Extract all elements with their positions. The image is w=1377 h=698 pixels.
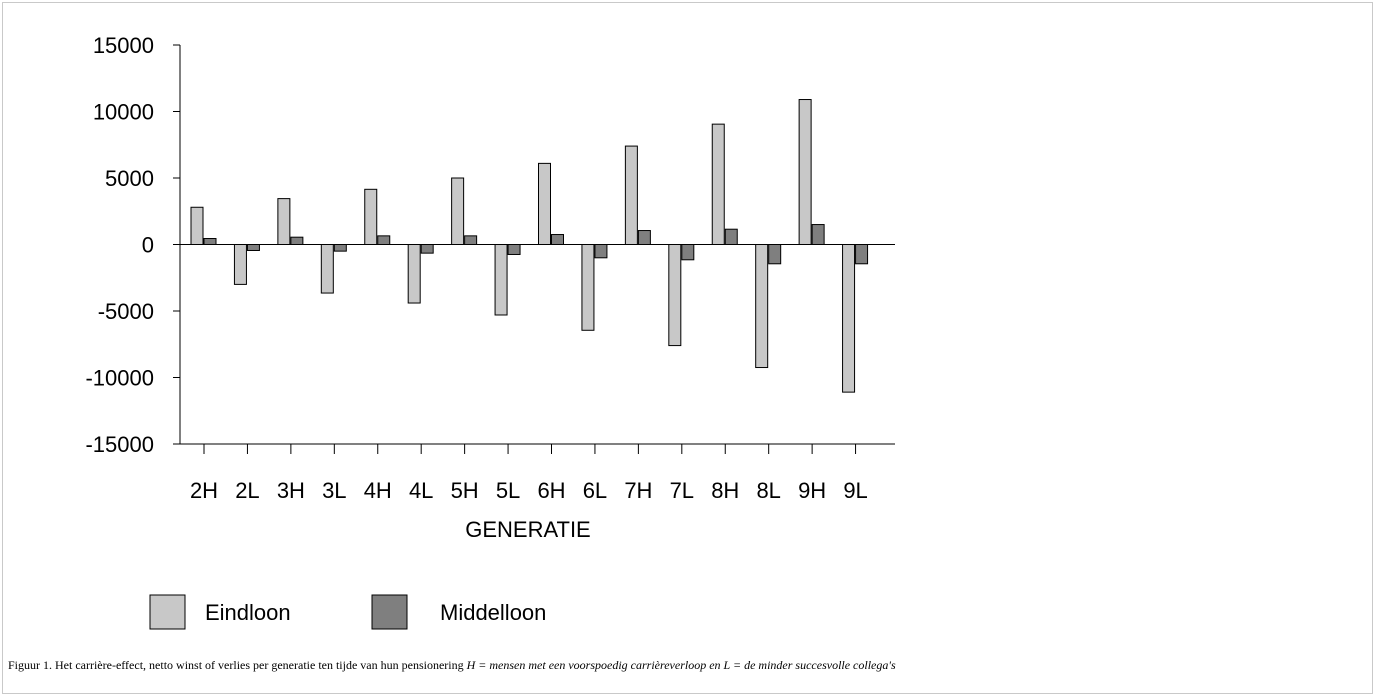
- caption-italic: H = mensen met een voorspoedig carrièrev…: [466, 658, 896, 672]
- bar-middelloon: [203, 238, 217, 245]
- x-axis-label: GENERATIE: [465, 517, 591, 542]
- legend-swatch-eindloon: [149, 594, 186, 630]
- bar-eindloon: [494, 244, 508, 316]
- x-tick-label: 5H: [451, 478, 479, 503]
- y-tick-label: 5000: [105, 166, 154, 191]
- chart-bars: [190, 99, 869, 393]
- bar-chart: 15000 10000 5000 0 -5000 -10000 -15000 2H 2L 3H 3L…: [85, 33, 895, 630]
- bar-eindloon: [277, 198, 291, 246]
- bar-eindloon: [190, 206, 204, 245]
- bar-middelloon: [594, 244, 608, 259]
- x-tick-label: 4L: [409, 478, 433, 503]
- bar-eindloon: [581, 244, 595, 331]
- legend-label: Eindloon: [205, 600, 291, 625]
- x-tick-label: 9L: [843, 478, 867, 503]
- bar-eindloon: [538, 162, 551, 245]
- bar-middelloon: [637, 230, 651, 246]
- y-tick-label: 15000: [93, 33, 154, 58]
- x-tick-label: 6L: [583, 478, 607, 503]
- bar-middelloon: [464, 235, 478, 245]
- bar-eindloon: [755, 244, 769, 369]
- y-tick-label: -5000: [98, 299, 154, 324]
- chart-labels: 15000 10000 5000 0 -5000 -10000 -15000 2H 2L 3H 3L…: [85, 33, 867, 503]
- bar-middelloon: [377, 235, 391, 245]
- bar-eindloon: [364, 188, 378, 245]
- x-tick-label: 8H: [711, 478, 739, 503]
- figure-caption: Figuur 1. Het carrière-effect, netto win…: [8, 658, 1008, 673]
- x-tick-label: 9H: [798, 478, 826, 503]
- bar-middelloon: [681, 244, 695, 261]
- y-tick-label: 10000: [93, 100, 154, 125]
- y-tick-label: -15000: [85, 432, 154, 457]
- x-tick-label: 7L: [670, 478, 694, 503]
- bar-eindloon: [624, 145, 638, 245]
- bar-middelloon: [420, 244, 434, 254]
- bar-middelloon: [768, 244, 782, 265]
- bar-eindloon: [320, 244, 334, 294]
- x-tick-label: 4H: [364, 478, 392, 503]
- bar-middelloon: [855, 244, 869, 265]
- y-tick-label: 0: [142, 233, 154, 258]
- bar-middelloon: [246, 244, 260, 251]
- bar-eindloon: [407, 244, 421, 304]
- x-tick-label: 8L: [756, 478, 780, 503]
- bar-middelloon: [507, 244, 521, 255]
- bar-middelloon: [333, 244, 347, 252]
- bar-middelloon: [724, 228, 738, 246]
- bar-eindloon: [798, 99, 812, 245]
- x-tick-label: 2H: [190, 478, 218, 503]
- bar-eindloon: [668, 244, 682, 347]
- bar-eindloon: [451, 177, 465, 245]
- x-tick-label: 2L: [235, 478, 259, 503]
- caption-text: Figuur 1. Het carrière-effect, netto win…: [8, 658, 467, 672]
- bar-middelloon: [811, 224, 825, 246]
- x-tick-label: 7H: [624, 478, 652, 503]
- legend-swatch-middelloon: [371, 594, 408, 630]
- chart-axes: [173, 44, 895, 454]
- bar-eindloon: [233, 244, 247, 285]
- x-tick-label: 3L: [322, 478, 346, 503]
- bar-middelloon: [290, 236, 304, 245]
- x-tick-label: 3H: [277, 478, 305, 503]
- x-tick-label: 6H: [537, 478, 565, 503]
- bar-eindloon: [842, 244, 856, 393]
- y-tick-label: -10000: [85, 366, 154, 391]
- chart-legend: Eindloon Middelloon: [149, 594, 546, 630]
- legend-label: Middelloon: [440, 600, 546, 625]
- bar-middelloon: [551, 234, 564, 245]
- x-tick-label: 5L: [496, 478, 520, 503]
- bar-eindloon: [711, 123, 725, 245]
